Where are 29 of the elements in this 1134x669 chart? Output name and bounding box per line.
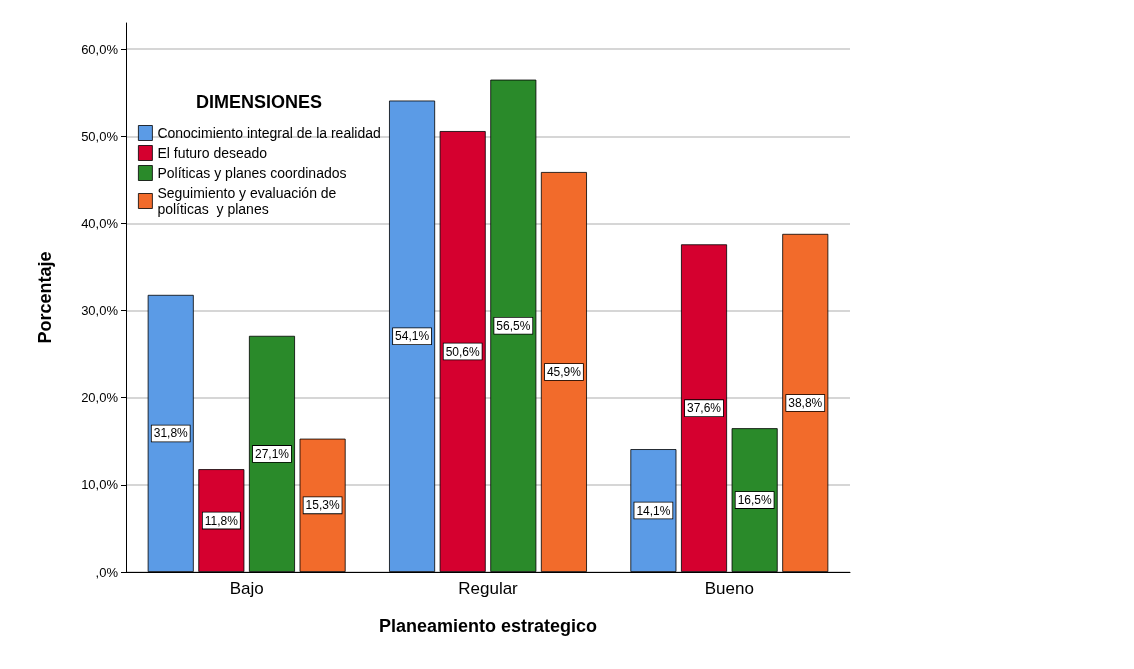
y-tick-label: 60,0% [81, 41, 119, 57]
x-tick-label: Bueno [704, 579, 754, 598]
y-tick-label: ,0% [95, 564, 119, 580]
data-label: 56,5% [496, 318, 531, 333]
x-axis-title: Planeamiento estrategico [378, 616, 598, 636]
data-label: 11,8% [204, 513, 239, 528]
data-label: 27,1% [254, 446, 290, 461]
data-label: 16,5% [737, 493, 772, 508]
data-label: 54,1% [395, 329, 430, 344]
legend-title: DIMENSIONES [196, 92, 323, 112]
data-label: 38,8% [788, 395, 823, 410]
y-tick-label: 50,0% [81, 128, 119, 144]
data-label: 50,6% [445, 344, 481, 359]
y-tick-label: 40,0% [81, 215, 119, 231]
data-label: 45,9% [546, 365, 582, 380]
legend-label: Seguimiento y evaluación de políticas y planes [157, 185, 341, 217]
legend-label: Políticas y planes coordinados [157, 165, 347, 181]
y-tick-label: 20,0% [81, 390, 119, 406]
x-tick-label: Regular [458, 579, 519, 598]
legend-label: El futuro deseado [157, 145, 268, 161]
y-tick-label: 30,0% [81, 303, 119, 319]
data-label: 15,3% [305, 498, 340, 513]
legend-label: Conocimiento integral de la realidad [157, 125, 381, 141]
x-tick-label: Bajo [229, 579, 264, 598]
y-axis-title: Porcentaje [35, 251, 55, 344]
data-label: 37,6% [687, 401, 722, 416]
data-label: 14,1% [636, 503, 671, 518]
data-label: 31,8% [153, 426, 189, 441]
y-tick-label: 10,0% [81, 477, 119, 493]
